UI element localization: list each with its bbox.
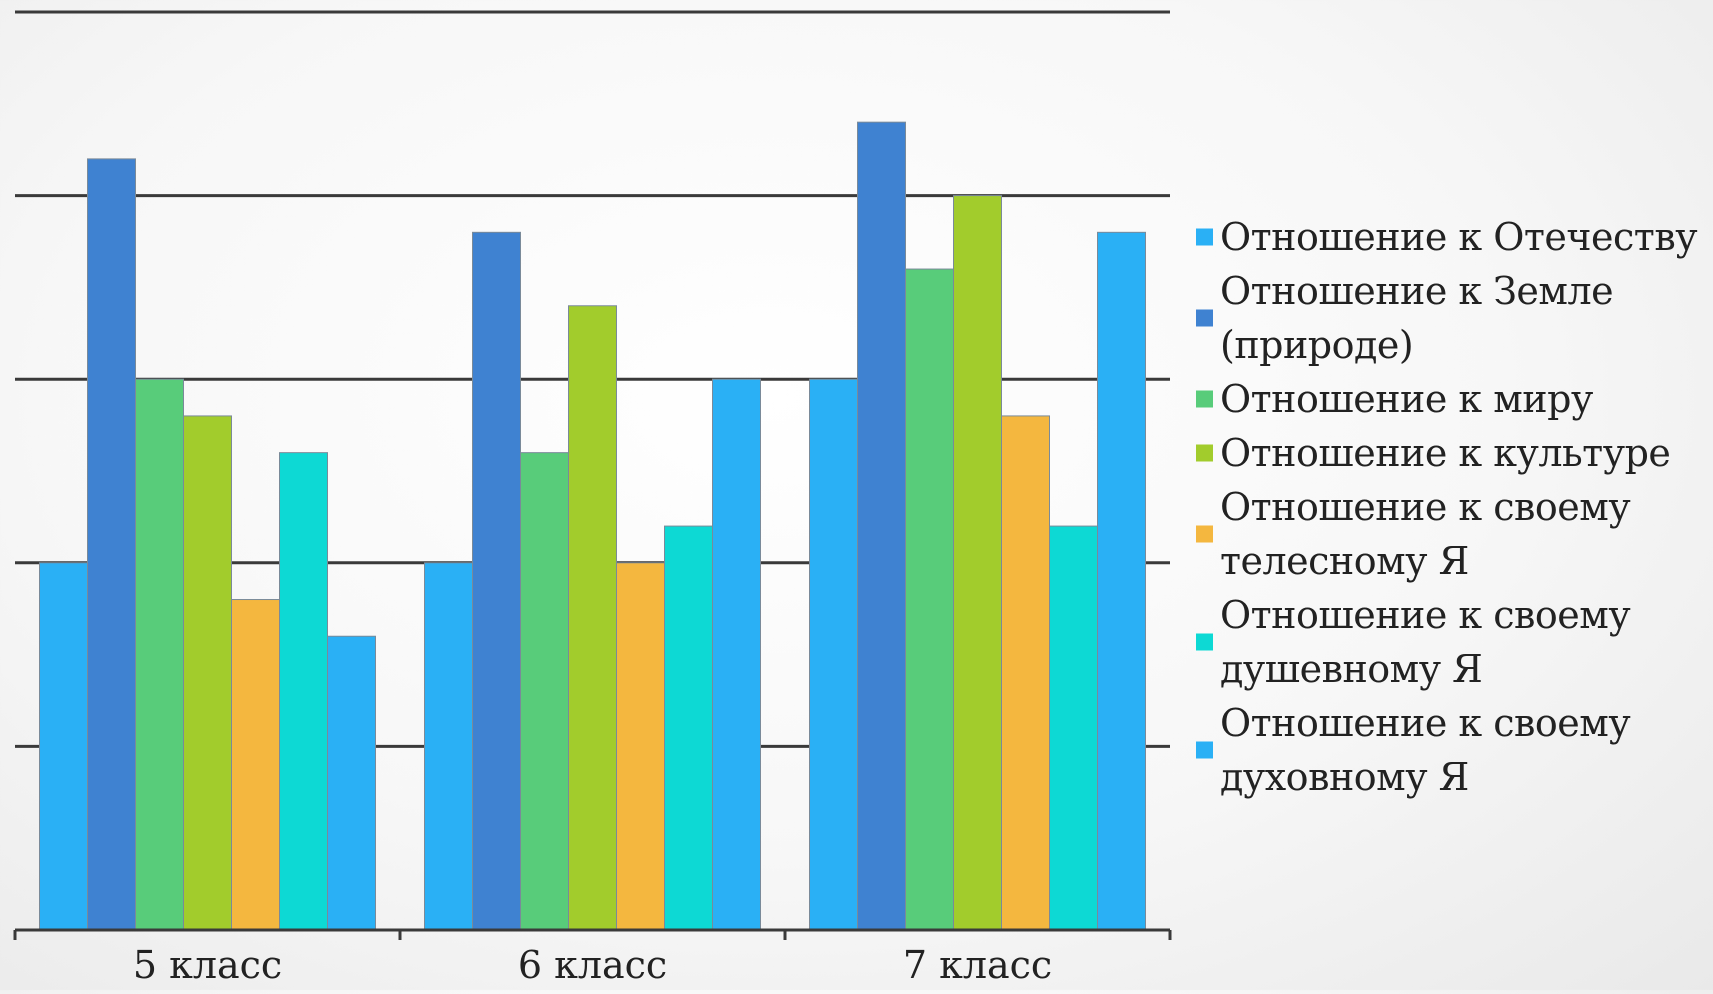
legend-swatch-6: [1196, 633, 1213, 651]
bar-cat1-series3: [135, 378, 184, 931]
bar-cat3-series2: [857, 121, 906, 931]
bar-cat3-series1: [809, 378, 858, 931]
legend-item-5: Отношение к своему телесному Я: [1190, 480, 1710, 588]
bar-cat3-series4: [953, 195, 1002, 931]
x-tick-label-3: 7 класс: [903, 943, 1052, 987]
legend-swatch-5: [1196, 525, 1213, 543]
legend-item-3: Отношение к миру: [1190, 372, 1710, 426]
legend-label-7: Отношение к своему духовному Я: [1220, 701, 1631, 799]
bar-cat3-series3: [905, 268, 954, 931]
bar-cat2-series3: [520, 452, 569, 931]
legend-swatch-1: [1196, 228, 1213, 246]
legend-item-4: Отношение к культуре: [1190, 426, 1710, 480]
bar-cat1-series4: [183, 415, 232, 931]
bar-cat1-series5: [231, 599, 280, 931]
legend-label-5: Отношение к своему телесному Я: [1220, 485, 1631, 583]
legend-label-2: Отношение к Земле (природе): [1220, 269, 1614, 367]
x-tick-label-2: 6 класс: [518, 943, 667, 987]
legend-label-1: Отношение к Отечеству: [1220, 215, 1698, 259]
bar-cat2-series5: [616, 562, 665, 931]
bar-cat2-series1: [424, 562, 473, 931]
bar-cat1-series6: [279, 452, 328, 931]
legend-swatch-4: [1196, 444, 1213, 462]
bar-cat2-series4: [568, 305, 617, 931]
legend-label-3: Отношение к миру: [1220, 377, 1593, 421]
legend-swatch-3: [1196, 390, 1213, 408]
legend-label-4: Отношение к культуре: [1220, 431, 1671, 475]
legend-swatch-2: [1196, 309, 1213, 327]
bar-cat1-series2: [87, 158, 136, 931]
bar-cat1-series1: [39, 562, 88, 931]
bar-cat3-series6: [1049, 525, 1098, 931]
legend-swatch-7: [1196, 741, 1213, 759]
bar-cat3-series7: [1097, 231, 1146, 931]
x-tick-label-1: 5 класс: [133, 943, 282, 987]
bar-cat2-series6: [664, 525, 713, 931]
bar-cat1-series7: [327, 635, 376, 931]
legend: Отношение к Отечеству Отношение к Земле (…: [1190, 210, 1710, 804]
legend-item-1: Отношение к Отечеству: [1190, 210, 1710, 264]
bar-cat2-series2: [472, 231, 521, 931]
bar-cat3-series5: [1001, 415, 1050, 931]
legend-item-7: Отношение к своему духовному Я: [1190, 696, 1710, 804]
legend-item-6: Отношение к своему душевному Я: [1190, 588, 1710, 696]
bar-cat2-series7: [712, 378, 761, 931]
legend-label-6: Отношение к своему душевному Я: [1220, 593, 1631, 691]
legend-item-2: Отношение к Земле (природе): [1190, 264, 1710, 372]
